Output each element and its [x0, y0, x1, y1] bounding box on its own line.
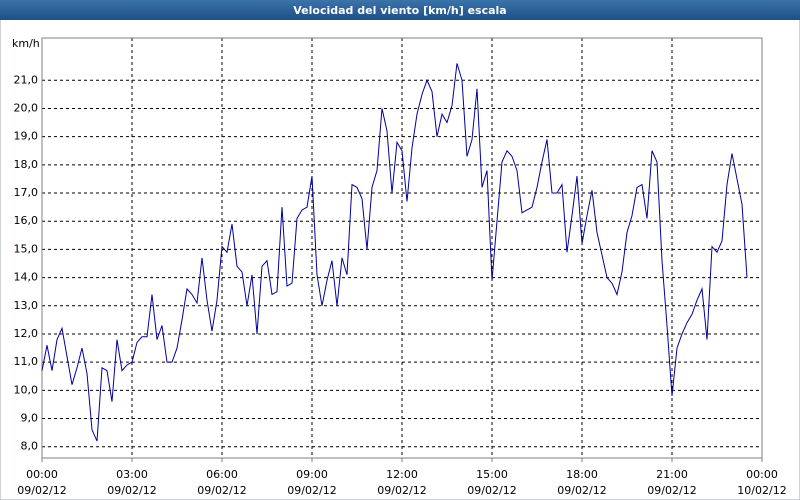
chart-title: Velocidad del viento [km/h] escala — [293, 4, 506, 17]
x-tick-label: 12:00 — [386, 468, 418, 481]
x-tick-label: 00:00 — [746, 468, 778, 481]
y-tick-label: 13,0 — [14, 299, 39, 312]
y-unit: km/h — [12, 37, 40, 50]
x-tick-label: 06:00 — [206, 468, 238, 481]
x-tick-label: 09:00 — [296, 468, 328, 481]
x-tick-date: 09/02/12 — [17, 484, 66, 497]
y-tick-label: 20,0 — [14, 101, 39, 114]
x-tick-date: 09/02/12 — [107, 484, 156, 497]
y-tick-label: 8,0 — [21, 440, 39, 453]
x-tick-date: 09/02/12 — [467, 484, 516, 497]
y-tick-label: 11,0 — [14, 355, 39, 368]
y-tick-label: 15,0 — [14, 242, 39, 255]
x-tick-label: 00:00 — [26, 468, 58, 481]
y-tick-label: 14,0 — [14, 271, 39, 284]
y-tick-label: 16,0 — [14, 214, 39, 227]
x-tick-label: 18:00 — [566, 468, 598, 481]
x-tick-date: 10/02/12 — [737, 484, 786, 497]
title-bar — [0, 0, 800, 20]
data-line — [41, 63, 748, 442]
y-tick-label: 17,0 — [14, 186, 39, 199]
y-tick-label: 10,0 — [14, 383, 39, 396]
x-tick-label: 21:00 — [656, 468, 688, 481]
y-tick-label: 19,0 — [14, 130, 39, 143]
x-tick-label: 03:00 — [116, 468, 148, 481]
y-tick-label: 12,0 — [14, 327, 39, 340]
y-tick-label: 18,0 — [14, 158, 39, 171]
y-tick-label: 21,0 — [14, 73, 39, 86]
y-tick-label: 9,0 — [21, 412, 39, 425]
x-tick-date: 09/02/12 — [647, 484, 696, 497]
x-tick-date: 09/02/12 — [557, 484, 606, 497]
x-tick-label: 15:00 — [476, 468, 508, 481]
x-tick-date: 09/02/12 — [377, 484, 426, 497]
x-tick-date: 09/02/12 — [197, 484, 246, 497]
x-tick-date: 09/02/12 — [287, 484, 336, 497]
